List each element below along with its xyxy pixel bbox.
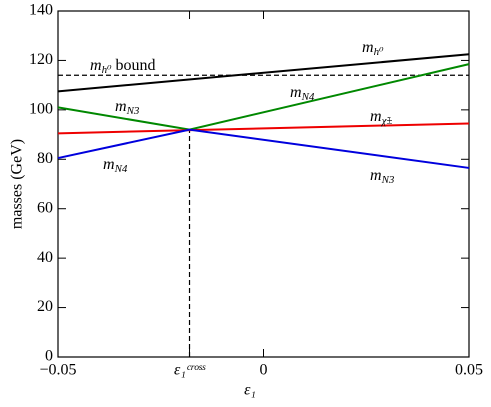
annotation: mh⁰ <box>362 39 384 58</box>
annotation-symbol: m <box>115 98 127 115</box>
annotation-symbol: m <box>290 84 302 101</box>
annotation: mh⁰ bound <box>90 57 155 76</box>
annotation: mN3 <box>115 98 140 117</box>
annotation-subscript: N4 <box>114 163 128 175</box>
annotation-subscript: h⁰ <box>374 46 385 58</box>
y-tick-label: 60 <box>37 199 53 216</box>
annotation-symbol: m <box>362 39 374 56</box>
line-series <box>57 53 470 93</box>
line-series <box>57 122 470 135</box>
x-tick-label: 0 <box>260 362 268 379</box>
y-tick-label: 140 <box>29 2 53 19</box>
annotation: mN4 <box>103 156 128 175</box>
y-tick-label: 0 <box>45 348 53 365</box>
annotation: mχ̃± <box>370 108 392 127</box>
line-series <box>57 128 470 169</box>
annotation: mN3 <box>370 167 395 186</box>
y-tick-label: 120 <box>29 51 53 68</box>
y-axis-label: masses (GeV) <box>9 139 26 229</box>
annotation-subscript: χ̃± <box>381 115 393 127</box>
annotation-subscript: N3 <box>381 174 395 186</box>
annotation-symbol: m <box>103 156 115 173</box>
y-tick-label: 100 <box>29 101 53 118</box>
annotation-subscript: N3 <box>126 105 140 117</box>
x-tick-label: 0.05 <box>455 362 483 379</box>
annotation-symbol: m <box>370 108 382 125</box>
y-tick-label: 40 <box>37 249 53 266</box>
x-tick-label: −0.05 <box>39 362 76 379</box>
annotation-symbol: m <box>370 167 382 184</box>
x-axis-label: ε₁ <box>244 382 256 399</box>
annotation-symbol: m <box>90 57 102 74</box>
y-tick-label: 80 <box>37 150 53 167</box>
annotation: mN4 <box>290 84 315 103</box>
x-tick-label: ε₁ᶜʳᵒˢˢ <box>174 362 206 379</box>
y-tick-label: 20 <box>37 298 53 315</box>
annotation-subscript: h⁰ <box>102 64 113 76</box>
annotation-subscript: N4 <box>301 91 315 103</box>
annotation-suffix: bound <box>111 57 155 74</box>
